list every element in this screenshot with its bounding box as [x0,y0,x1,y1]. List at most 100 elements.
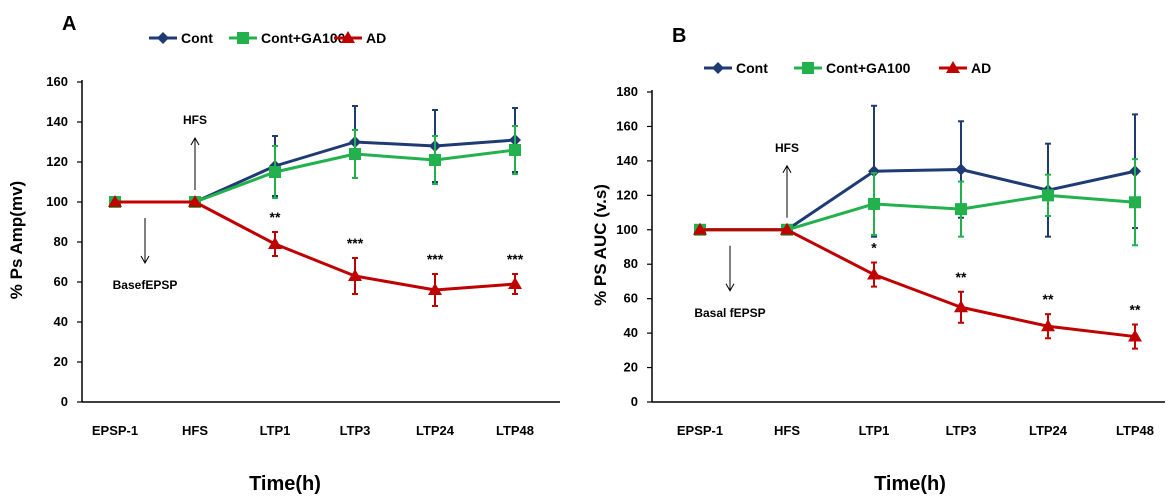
legend-label: Cont [181,30,213,46]
y-tick-label: 20 [624,360,638,375]
chart-panel-a: A Cont Cont+GA100 AD % Ps Amp(mv) Time(h) … [7,13,560,495]
data-point [1042,189,1054,202]
significance-label: ** [1043,291,1054,307]
arrow-head [140,255,150,265]
significance-label: *** [507,251,524,267]
y-tick-label: 120 [616,187,638,202]
chart-panel-b: B Cont Cont+GA100 AD % PS AUC (v.s) Time(h… [591,25,1165,495]
legend-label: Cont+GA100 [261,30,346,46]
data-point [349,148,361,160]
data-point [108,195,122,207]
x-tick-label: LTP1 [260,423,291,438]
y-tick-label: 160 [46,74,68,89]
x-tick-label: LTP1 [859,423,890,438]
arrow-head [190,136,200,146]
data-point [269,166,281,178]
x-tick-label: HFS [774,423,800,438]
x-tick-label: LTP24 [416,423,455,438]
y-tick-label: 40 [624,325,638,340]
legend-entry: AD [334,30,386,46]
y-tick-label: 60 [54,274,68,289]
significance-label: *** [427,251,444,267]
data-point [868,165,880,178]
x-tick-label: HFS [182,423,208,438]
series-line [700,168,1136,232]
annotation: HFS [183,113,207,190]
data-point [780,222,794,235]
x-tick-label: LTP48 [1116,423,1154,438]
data-point [868,197,880,210]
legend-label: AD [366,30,386,46]
x-axis-title: Time(h) [249,473,321,495]
data-point [955,203,967,216]
data-point [428,283,442,295]
legend-label: Cont [736,60,768,76]
legend: Cont Cont+GA100 AD [704,60,991,76]
y-tick-label: 140 [46,114,68,129]
legend-marker [157,32,169,44]
data-point [954,300,968,313]
significance-label: ** [956,269,967,285]
data-point [509,144,521,156]
plot-area: 0 20 40 60 80 100 120 140 160 EPSP-1 HFS LTP1 LTP3 LT… [46,74,560,438]
legend-marker [712,62,724,74]
annotation: HFS [775,141,799,218]
significance-label: ** [1130,302,1141,318]
annotation-label: HFS [775,141,799,155]
legend: Cont Cont+GA100 AD [149,30,386,46]
legend-entry: Cont+GA100 [794,60,911,76]
data-point [508,277,522,289]
y-axis-title: % Ps Amp(mv) [7,181,26,299]
data-point [867,267,881,280]
arrow-head [725,283,735,292]
data-point [268,237,282,249]
arrow-head [782,164,792,174]
y-tick-label: 0 [631,394,638,409]
y-tick-label: 140 [616,153,638,168]
legend-marker [237,32,249,44]
series-cont [694,104,1141,238]
data-point [1041,319,1055,332]
legend-label: AD [971,60,991,76]
x-tick-label: LTP48 [496,423,534,438]
x-tick-label: LTP24 [1029,423,1068,438]
y-tick-label: 40 [54,314,68,329]
y-tick-label: 80 [54,234,68,249]
data-point [188,195,202,207]
series-ad [108,195,522,307]
series-line [700,228,1136,339]
series-line [115,200,516,292]
annotation: Basal fEPSP [694,245,766,320]
legend-marker [946,61,960,73]
data-point [429,154,441,166]
y-axis-title: % PS AUC (v.s) [591,184,610,306]
x-axis-title: Time(h) [874,473,946,495]
x-tick-label: LTP3 [946,423,977,438]
series-cont-ga100 [109,125,521,208]
data-point [348,269,362,281]
significance-label: * [871,240,877,256]
legend-marker [341,31,355,43]
x-tick-label: EPSP-1 [677,423,723,438]
y-tick-label: 100 [616,222,638,237]
series-ad [693,222,1142,350]
y-tick-label: 180 [616,84,638,99]
y-tick-label: 20 [54,354,68,369]
legend-entry: Cont [704,60,768,76]
legend-label: Cont+GA100 [826,60,911,76]
y-tick-label: 100 [46,194,68,209]
legend-entry: Cont [149,30,213,46]
y-tick-label: 60 [624,291,638,306]
y-tick-label: 0 [61,394,68,409]
legend-entry: AD [939,60,991,76]
y-tick-label: 120 [46,154,68,169]
x-tick-label: EPSP-1 [92,423,138,438]
data-point [693,222,707,235]
series-line [700,193,1136,232]
significance-label: *** [347,235,364,251]
y-tick-label: 160 [616,118,638,133]
legend-entry: Cont+GA100 [229,30,346,46]
panel-label: A [62,13,76,35]
series-cont-ga100 [694,158,1141,247]
